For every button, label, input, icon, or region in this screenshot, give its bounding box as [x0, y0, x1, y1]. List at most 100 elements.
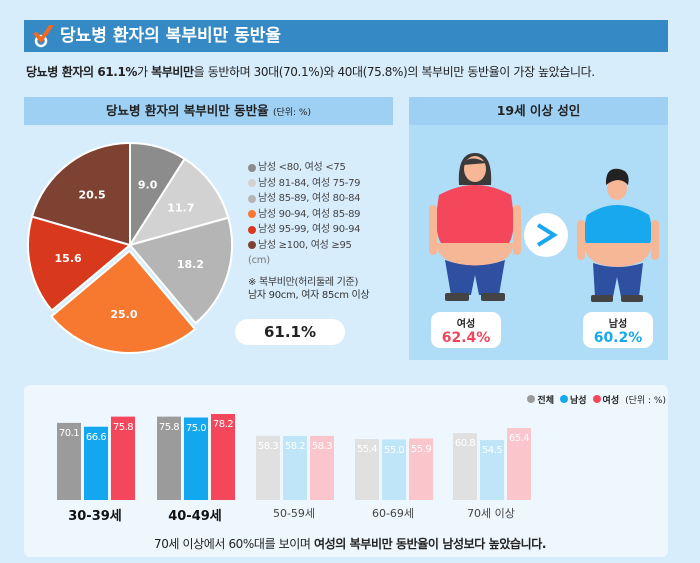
- check-icon: [34, 25, 53, 48]
- legend-label: 여성: [602, 396, 620, 406]
- bar-value-label: 58.3: [257, 440, 279, 452]
- bar: [507, 428, 531, 500]
- obesity-criteria-note: ※ 복부비만(허리둘레 기준) 남자 90cm, 여자 85cm 이상: [248, 276, 370, 302]
- bar-value-label: 75.8: [112, 421, 134, 433]
- bar: [283, 435, 307, 500]
- bar: [57, 422, 81, 500]
- pie-slice: [30, 141, 131, 247]
- pie-value-label: 15.6: [55, 252, 82, 265]
- total-rate-label: 61.1%: [235, 319, 345, 345]
- bar-value-label: 65.4: [508, 433, 530, 445]
- legend-item: 남성 95-99, 여성 90-94: [248, 222, 369, 238]
- pie-slice: [127, 157, 230, 247]
- bar: [453, 433, 477, 500]
- pie-chart: 9.0 11.7 18.2 25.0 15.6 20.5: [27, 141, 233, 354]
- bar: [111, 416, 135, 500]
- bottom-note: 70세 이상에서 60%대를 보이며 여성의 복부비만 동반율이 남성보다 높았…: [0, 535, 700, 552]
- category-label: 40-49세: [168, 509, 222, 524]
- note-part: 70세 이상에서 60%대를 보이며: [153, 537, 314, 551]
- pie-value-label: 9.0: [138, 178, 158, 191]
- bar-value-label: 55.4: [356, 444, 378, 456]
- pie-value-label: 25.0: [110, 308, 137, 321]
- bar-unit: (단위 : %): [625, 396, 666, 406]
- legend-label: 남성 ≥100, 여성 ≥95: [258, 239, 352, 251]
- bar-value-label: 55.9: [410, 443, 432, 455]
- legend-swatch: [248, 179, 256, 188]
- legend-item: 남성 90-94, 여성 85-89: [248, 207, 369, 223]
- bar-value-label: 70.1: [58, 427, 80, 439]
- legend-label: 남성: [569, 396, 587, 406]
- legend-label: 남성 95-99, 여성 90-94: [258, 224, 361, 235]
- bar: [157, 416, 181, 500]
- legend-swatch: [248, 194, 256, 203]
- bar: [409, 438, 433, 500]
- category-label: 70세 이상: [467, 507, 515, 520]
- bar: [211, 413, 235, 500]
- summary-text: 당뇨병 환자의 61.1%가 복부비만을 동반하며 30대(70.1%)와 40…: [26, 63, 595, 80]
- man-figure: [577, 168, 659, 302]
- bar: [355, 439, 379, 500]
- bar: [310, 435, 334, 500]
- legend-swatch: [559, 395, 568, 403]
- legend-swatch: [248, 210, 256, 219]
- category-label: 50-59세: [272, 507, 316, 520]
- bar-legend-item: 여성: [592, 393, 620, 406]
- female-label: 여성: [456, 319, 476, 330]
- bar-value-label: 54.5: [481, 445, 503, 457]
- bar-value-label: 66.6: [85, 431, 107, 443]
- adult-panel-header: 19세 이상 성인: [409, 97, 668, 125]
- pie-slice: [49, 249, 197, 354]
- pie-value-label: 11.7: [167, 201, 194, 214]
- legend-label: 남성 85-89, 여성 80-84: [258, 193, 361, 204]
- legend-swatch: [248, 225, 256, 234]
- woman-figure: [429, 153, 521, 301]
- male-value: 60.2%: [593, 330, 643, 346]
- bar: [256, 435, 280, 500]
- bar-value-label: 78.2: [212, 418, 234, 430]
- page-title: 당뇨병 환자의 복부비만 동반율: [60, 26, 282, 46]
- legend-swatch: [527, 395, 536, 403]
- pie-legend: 남성 <80, 여성 <75 남성 81-84, 여성 75-79 남성 85-89…: [248, 160, 370, 302]
- note-line: 남자 90cm, 여자 85cm 이상: [248, 289, 370, 301]
- note-highlight: 여성의 복부비만 동반율이 남성보다 높았습니다.: [313, 537, 547, 551]
- summary-highlight: 당뇨병 환자의 61.1%: [26, 65, 138, 79]
- pie-slice: [27, 215, 133, 312]
- note-line: ※ 복부비만(허리둘레 기준): [248, 276, 359, 288]
- legend-swatch: [248, 163, 256, 172]
- summary-part: 가: [137, 65, 152, 79]
- male-rate-card: 남성 60.2%: [583, 312, 653, 348]
- female-rate-card: 여성 62.4%: [431, 312, 501, 348]
- bar-value-label: 58.3: [311, 440, 333, 452]
- bar-value-label: 75.0: [185, 422, 207, 434]
- legend-swatch: [248, 241, 256, 250]
- bar: [480, 440, 504, 500]
- pie-panel-header: 당뇨병 환자의 복부비만 동반율 (단위: %): [24, 97, 393, 125]
- legend-item: 남성 81-84, 여성 75-79: [248, 176, 369, 192]
- summary-highlight: 복부비만: [151, 65, 194, 79]
- pie-title: 당뇨병 환자의 복부비만 동반율: [106, 103, 269, 118]
- bar-value-label: 75.8: [158, 421, 180, 433]
- category-label: 30-39세: [68, 509, 122, 524]
- figures-illustration: [429, 153, 659, 302]
- bar-value-label: 60.8: [454, 438, 476, 450]
- legend-swatch: [592, 395, 601, 403]
- bar-legend-item: 남성: [559, 393, 587, 406]
- female-value: 62.4%: [441, 330, 491, 346]
- legend-item: 남성 85-89, 여성 80-84: [248, 191, 369, 207]
- pie-unit: (단위: %): [272, 108, 311, 118]
- bar-legend-item: 전체: [527, 393, 554, 406]
- legend-label: 남성 <80, 여성 <75: [258, 162, 346, 173]
- bar: [184, 417, 208, 500]
- bar: [382, 439, 406, 500]
- pie-slice: [128, 216, 233, 325]
- bar-legend: 전체 남성 여성 (단위 : %): [527, 393, 666, 406]
- pie-value-label: 20.5: [78, 188, 105, 201]
- bar-value-label: 55.0: [383, 444, 405, 456]
- title-bar: 당뇨병 환자의 복부비만 동반율: [24, 20, 668, 52]
- male-label: 남성: [608, 319, 628, 330]
- pie-value-label: 18.2: [177, 258, 204, 271]
- unit-cm: (cm): [248, 255, 270, 266]
- bar-value-label: 58.2: [284, 440, 306, 452]
- legend-item: 남성 ≥100, 여성 ≥95: [248, 238, 369, 254]
